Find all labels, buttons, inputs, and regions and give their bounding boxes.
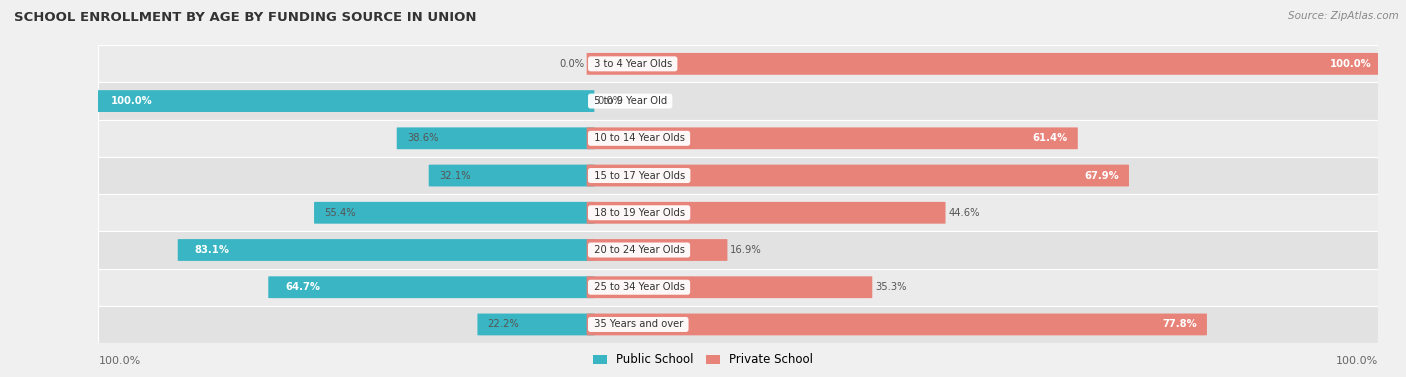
Text: 0.0%: 0.0% (560, 59, 583, 69)
Text: 38.6%: 38.6% (406, 133, 439, 143)
FancyBboxPatch shape (94, 90, 595, 112)
FancyBboxPatch shape (586, 165, 1129, 187)
Text: 5 to 9 Year Old: 5 to 9 Year Old (591, 96, 669, 106)
Bar (98, 306, 1378, 343)
FancyBboxPatch shape (586, 276, 872, 298)
FancyBboxPatch shape (177, 239, 595, 261)
Bar (98, 83, 1378, 120)
Text: 3 to 4 Year Olds: 3 to 4 Year Olds (591, 59, 675, 69)
Text: 35.3%: 35.3% (875, 282, 907, 292)
Text: 100.0%: 100.0% (1330, 59, 1371, 69)
Text: SCHOOL ENROLLMENT BY AGE BY FUNDING SOURCE IN UNION: SCHOOL ENROLLMENT BY AGE BY FUNDING SOUR… (14, 11, 477, 24)
Text: 67.9%: 67.9% (1084, 170, 1119, 181)
FancyBboxPatch shape (429, 165, 595, 187)
Bar (98, 231, 1378, 268)
FancyBboxPatch shape (269, 276, 595, 298)
Text: 10 to 14 Year Olds: 10 to 14 Year Olds (591, 133, 688, 143)
Bar (98, 120, 1378, 157)
Text: 20 to 24 Year Olds: 20 to 24 Year Olds (591, 245, 688, 255)
FancyBboxPatch shape (396, 127, 595, 149)
Text: 44.6%: 44.6% (948, 208, 980, 218)
Bar (98, 157, 1378, 194)
Text: 25 to 34 Year Olds: 25 to 34 Year Olds (591, 282, 688, 292)
Legend: Public School, Private School: Public School, Private School (588, 349, 818, 371)
FancyBboxPatch shape (314, 202, 595, 224)
Bar (98, 194, 1378, 231)
Text: 32.1%: 32.1% (439, 170, 471, 181)
Text: 22.2%: 22.2% (488, 319, 519, 329)
Text: 61.4%: 61.4% (1032, 133, 1067, 143)
Text: 100.0%: 100.0% (1336, 356, 1378, 366)
Text: 15 to 17 Year Olds: 15 to 17 Year Olds (591, 170, 688, 181)
FancyBboxPatch shape (478, 314, 595, 336)
Text: 100.0%: 100.0% (98, 356, 141, 366)
FancyBboxPatch shape (586, 314, 1206, 336)
Text: 77.8%: 77.8% (1161, 319, 1197, 329)
Bar (98, 45, 1378, 83)
Text: Source: ZipAtlas.com: Source: ZipAtlas.com (1288, 11, 1399, 21)
FancyBboxPatch shape (586, 53, 1382, 75)
Text: 64.7%: 64.7% (285, 282, 321, 292)
Text: 100.0%: 100.0% (111, 96, 153, 106)
Text: 18 to 19 Year Olds: 18 to 19 Year Olds (591, 208, 688, 218)
Bar (98, 268, 1378, 306)
Text: 55.4%: 55.4% (325, 208, 356, 218)
Text: 83.1%: 83.1% (194, 245, 229, 255)
FancyBboxPatch shape (586, 202, 945, 224)
Text: 0.0%: 0.0% (598, 96, 621, 106)
Text: 16.9%: 16.9% (730, 245, 762, 255)
Text: 35 Years and over: 35 Years and over (591, 319, 686, 329)
FancyBboxPatch shape (586, 239, 727, 261)
FancyBboxPatch shape (586, 127, 1078, 149)
